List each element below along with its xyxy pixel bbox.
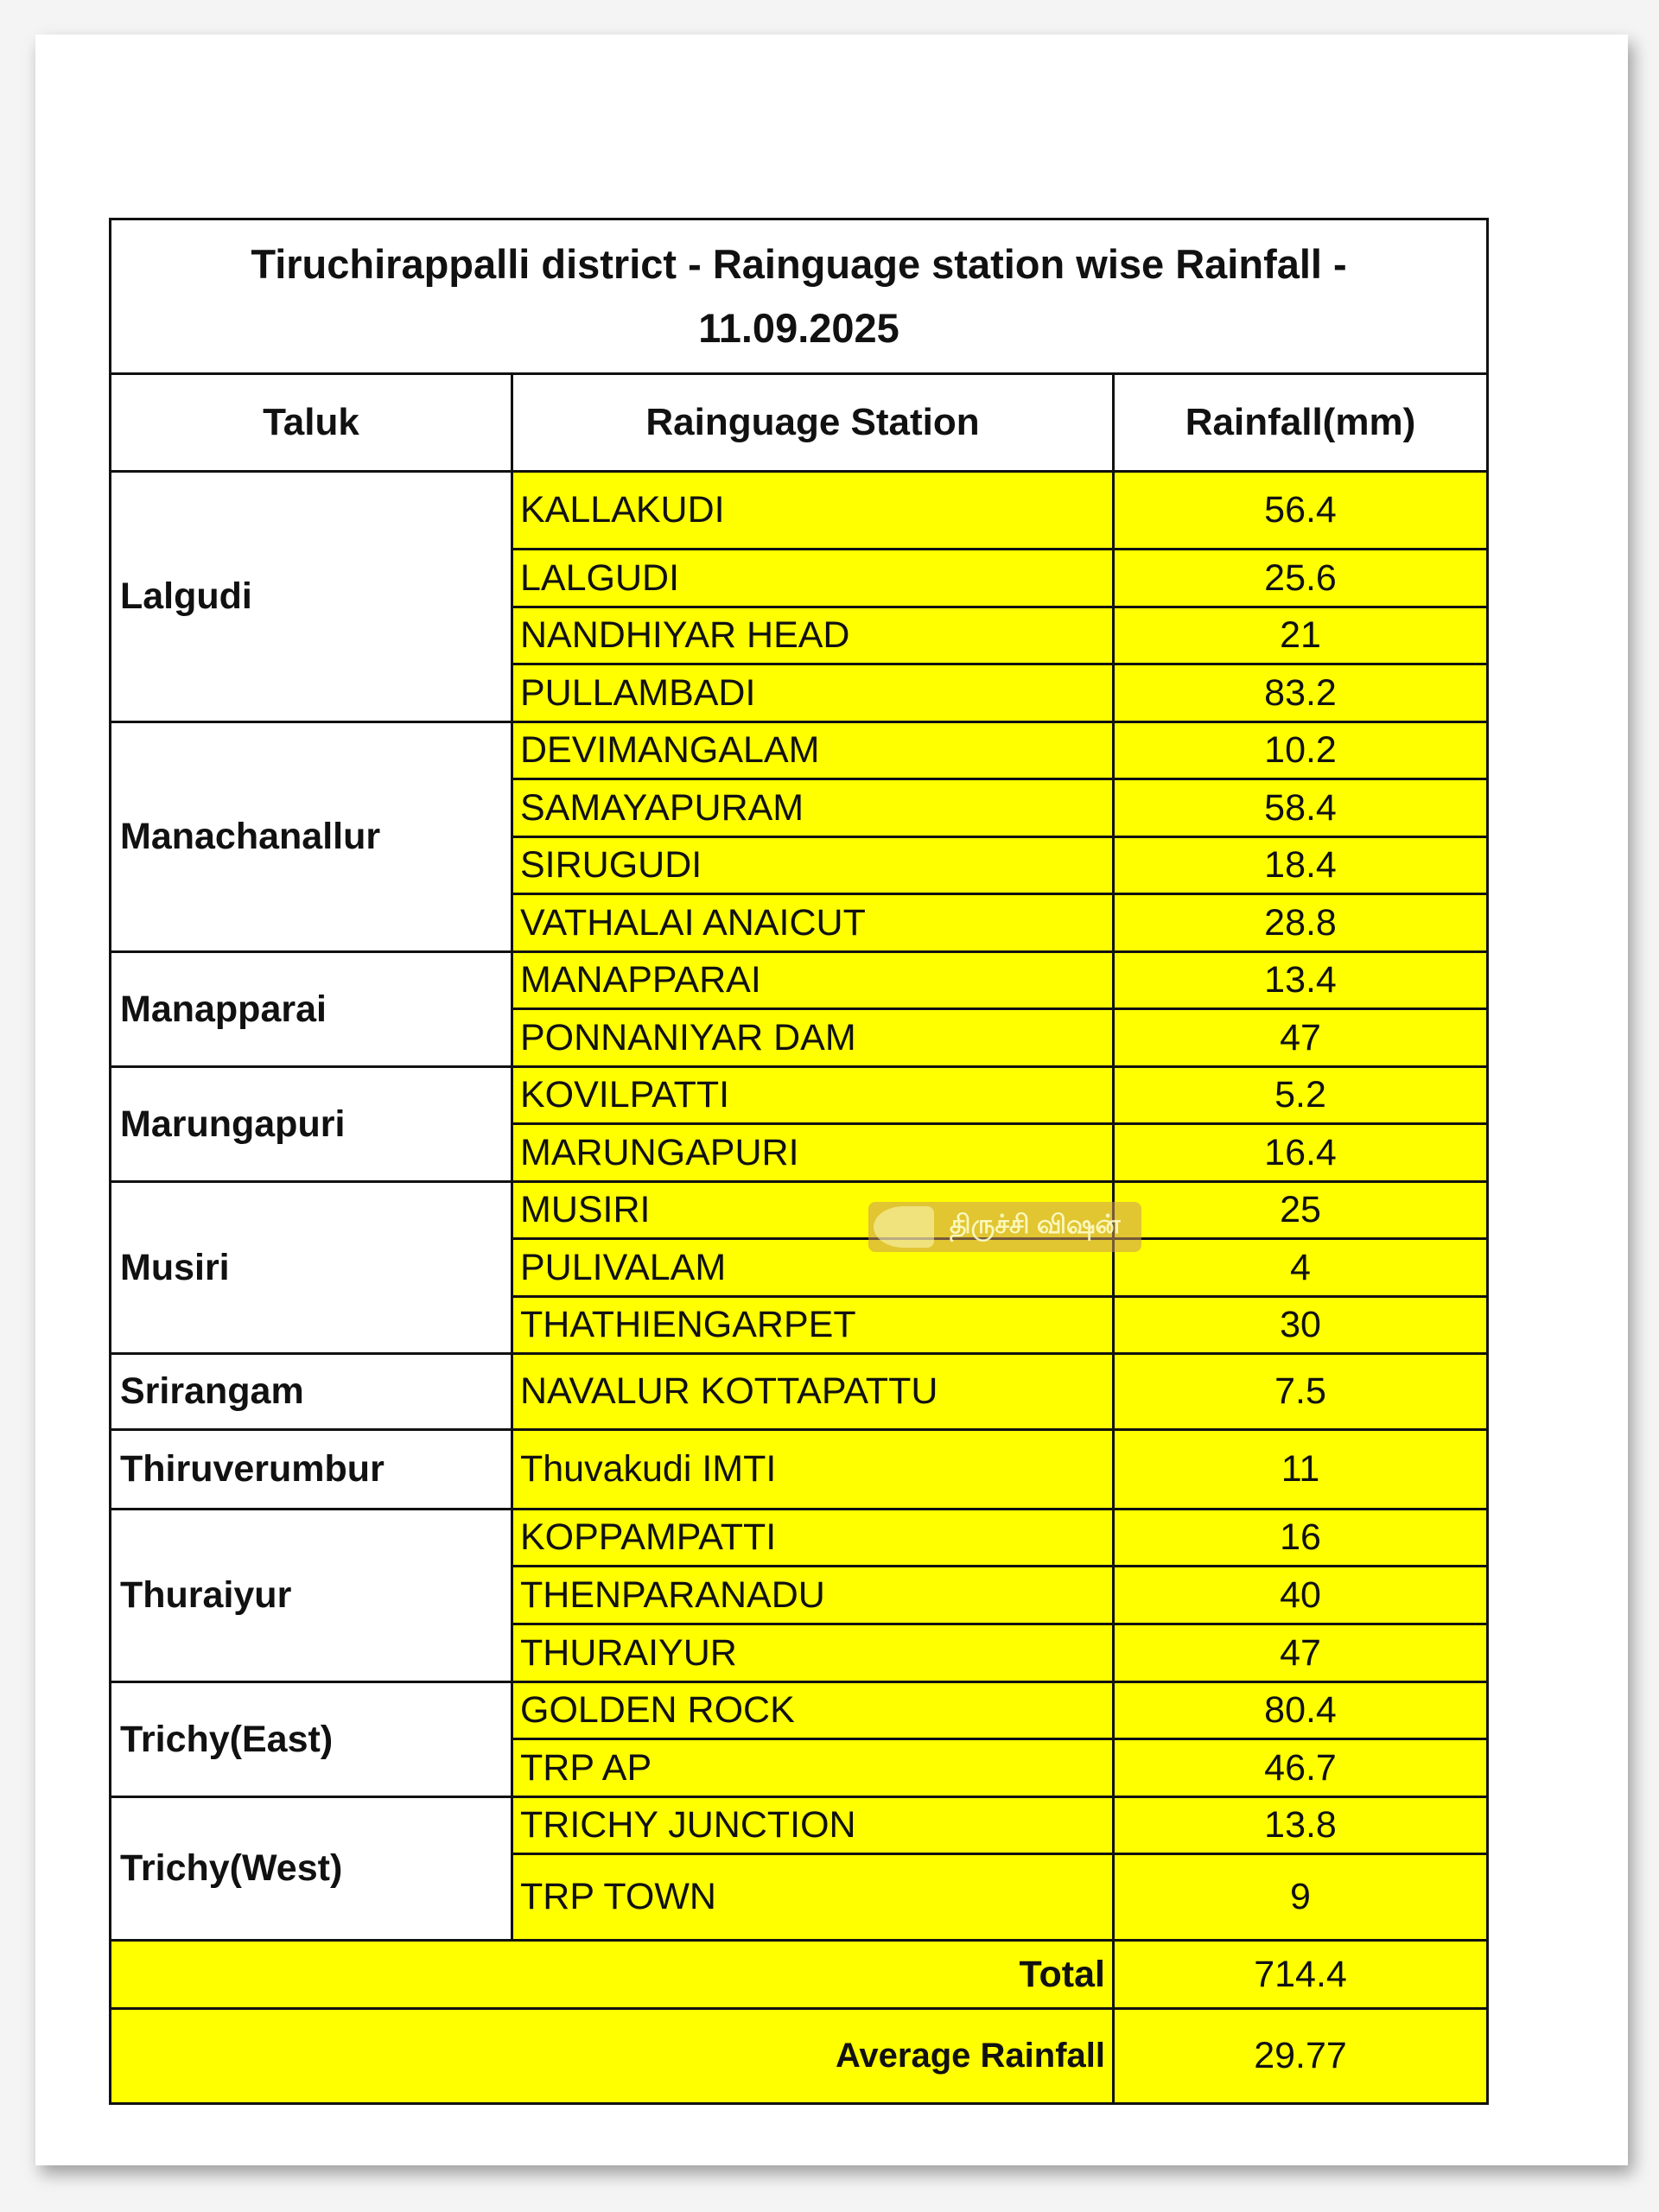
taluk-cell: Trichy(East) <box>109 1681 513 1798</box>
station-cell: SIRUGUDI <box>511 836 1115 895</box>
rainfall-cell: 11 <box>1111 1428 1490 1510</box>
table-row: SIRUGUDI 18.4 <box>111 836 1490 895</box>
station-cell: GOLDEN ROCK <box>511 1681 1115 1740</box>
station-cell: DEVIMANGALAM <box>511 721 1115 780</box>
station-cell: KOPPAMPATTI <box>511 1508 1115 1567</box>
title-row: Tiruchirappalli district - Rainguage sta… <box>108 218 1490 375</box>
table-row: Lalgudi KALLAKUDI 56.4 <box>109 470 1490 723</box>
table-row: Manachanallur DEVIMANGALAM 10.2 <box>109 721 1490 953</box>
station-cell: VATHALAI ANAICUT <box>511 893 1115 953</box>
table-row: Thiruverumbur Thuvakudi IMTI 11 <box>109 1428 1490 1510</box>
table-row: Musiri MUSIRI 25 <box>109 1180 1490 1355</box>
table-row: Trichy(East) GOLDEN ROCK 80.4 <box>109 1681 1490 1798</box>
average-value: 29.77 <box>1111 2007 1490 2105</box>
rainfall-cell: 18.4 <box>1111 836 1490 895</box>
rainfall-cell: 58.4 <box>1111 778 1490 838</box>
rainfall-cell: 47 <box>1111 1623 1490 1683</box>
rainfall-cell: 83.2 <box>1111 663 1490 723</box>
table-row: Thuraiyur KOPPAMPATTI 16 <box>109 1508 1490 1683</box>
title-line-1: Tiruchirappalli district - Rainguage sta… <box>251 241 1347 287</box>
taluk-cell: Marungapuri <box>109 1065 513 1183</box>
station-cell: PULLAMBADI <box>511 663 1115 723</box>
watermark-logo: திருச்சி விஷன் <box>868 1202 1141 1252</box>
rainfall-cell: 25 <box>1111 1180 1490 1240</box>
station-cell: TRICHY JUNCTION <box>511 1796 1115 1855</box>
table-row: VATHALAI ANAICUT 28.8 <box>111 893 1490 953</box>
rainfall-cell: 40 <box>1111 1565 1490 1625</box>
station-cell: THENPARANADU <box>511 1565 1115 1625</box>
rainfall-cell: 46.7 <box>1111 1738 1490 1798</box>
title-date: 11.09.2025 <box>698 305 899 351</box>
total-row: Total 714.4 <box>109 1939 1490 2010</box>
rainfall-cell: 9 <box>1111 1853 1490 1942</box>
rainfall-cell: 4 <box>1111 1237 1490 1298</box>
station-cell: LALGUDI <box>511 548 1115 608</box>
station-cell: SAMAYAPURAM <box>511 778 1115 838</box>
station-cell: PULIVALAM <box>511 1237 1115 1298</box>
taluk-cell: Trichy(West) <box>109 1796 513 1942</box>
table-title: Tiruchirappalli district - Rainguage sta… <box>108 218 1490 375</box>
table-row: TRP AP 46.7 <box>111 1738 1490 1798</box>
rainfall-cell: 5.2 <box>1111 1065 1490 1125</box>
taluk-cell: Musiri <box>109 1180 513 1355</box>
rainfall-cell: 21 <box>1111 606 1490 665</box>
rainfall-cell: 16 <box>1111 1508 1490 1567</box>
header-station: Rainguage Station <box>511 372 1115 473</box>
station-cell: NANDHIYAR HEAD <box>511 606 1115 665</box>
rainfall-cell: 30 <box>1111 1295 1490 1355</box>
station-cell: THURAIYUR <box>511 1623 1115 1683</box>
taluk-cell: Thiruverumbur <box>109 1428 513 1510</box>
total-label: Total <box>109 1939 1115 2010</box>
station-cell: KOVILPATTI <box>511 1065 1115 1125</box>
table-row: Srirangam NAVALUR KOTTAPATTU 7.5 <box>109 1352 1490 1431</box>
table-row: PONNANIYAR DAM 47 <box>111 1007 1490 1068</box>
rainfall-cell: 13.8 <box>1111 1796 1490 1855</box>
table-row: PULLAMBADI 83.2 <box>111 663 1490 723</box>
station-cell: KALLAKUDI <box>511 470 1115 550</box>
taluk-cell: Lalgudi <box>109 470 513 723</box>
rainfall-cell: 25.6 <box>1111 548 1490 608</box>
eye-logo-icon <box>874 1206 934 1248</box>
rainfall-cell: 10.2 <box>1111 721 1490 780</box>
table-row: PULIVALAM 4 <box>111 1237 1490 1298</box>
rainfall-cell: 16.4 <box>1111 1122 1490 1183</box>
table-row: TRP TOWN 9 <box>111 1853 1490 1942</box>
average-row: Average Rainfall 29.77 <box>109 2007 1490 2105</box>
table-row: NANDHIYAR HEAD 21 <box>111 606 1490 665</box>
table-row: LALGUDI 25.6 <box>111 548 1490 608</box>
rainfall-table: Tiruchirappalli district - Rainguage sta… <box>108 218 1490 2105</box>
header-rainfall: Rainfall(mm) <box>1111 372 1490 473</box>
rainfall-cell: 56.4 <box>1111 470 1490 550</box>
taluk-cell: Thuraiyur <box>109 1508 513 1683</box>
header-row: Taluk Rainguage Station Rainfall(mm) <box>109 372 1490 473</box>
taluk-cell: Manapparai <box>109 950 513 1068</box>
table-row: SAMAYAPURAM 58.4 <box>111 778 1490 838</box>
table-row: MARUNGAPURI 16.4 <box>111 1122 1490 1183</box>
station-cell: NAVALUR KOTTAPATTU <box>511 1352 1115 1431</box>
average-label: Average Rainfall <box>109 2007 1115 2105</box>
rainfall-cell: 13.4 <box>1111 950 1490 1010</box>
total-value: 714.4 <box>1111 1939 1490 2010</box>
table-row: Manapparai MANAPPARAI 13.4 <box>109 950 1490 1068</box>
rainfall-cell: 80.4 <box>1111 1681 1490 1740</box>
rainfall-cell: 47 <box>1111 1007 1490 1068</box>
station-cell: TRP TOWN <box>511 1853 1115 1942</box>
header-taluk: Taluk <box>109 372 513 473</box>
table-row: Marungapuri KOVILPATTI 5.2 <box>109 1065 1490 1183</box>
station-cell: PONNANIYAR DAM <box>511 1007 1115 1068</box>
station-cell: THATHIENGARPET <box>511 1295 1115 1355</box>
table-row: THATHIENGARPET 30 <box>111 1295 1490 1355</box>
station-cell: MANAPPARAI <box>511 950 1115 1010</box>
table-row: THENPARANADU 40 <box>111 1565 1490 1625</box>
station-cell: Thuvakudi IMTI <box>511 1428 1115 1510</box>
rainfall-cell: 28.8 <box>1111 893 1490 953</box>
table-row: THURAIYUR 47 <box>111 1623 1490 1683</box>
rainfall-cell: 7.5 <box>1111 1352 1490 1431</box>
watermark-text: திருச்சி விஷன் <box>950 1211 1121 1239</box>
taluk-cell: Manachanallur <box>109 721 513 953</box>
station-cell: MARUNGAPURI <box>511 1122 1115 1183</box>
taluk-cell: Srirangam <box>109 1352 513 1431</box>
table-row: Trichy(West) TRICHY JUNCTION 13.8 <box>109 1796 1490 1942</box>
station-cell: TRP AP <box>511 1738 1115 1798</box>
